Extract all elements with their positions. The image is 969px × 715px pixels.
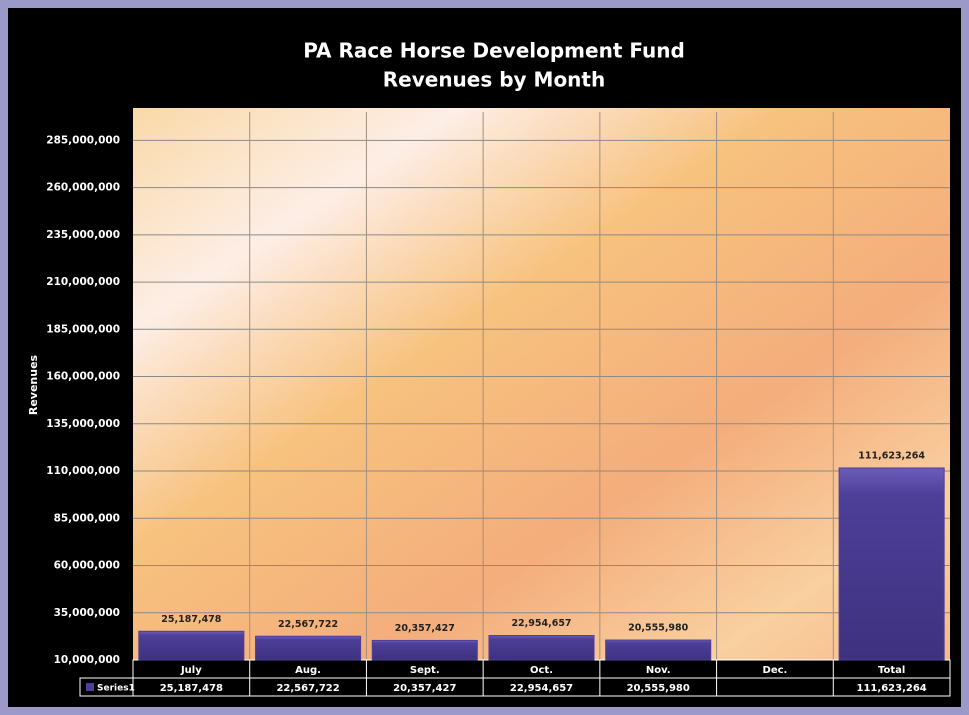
y-tick-label: 235,000,000 [46, 229, 120, 241]
table-value: 22,567,722 [276, 683, 339, 694]
data-label: 20,357,427 [395, 623, 455, 634]
x-tick-label: Total [878, 665, 905, 676]
table-value: 25,187,478 [160, 683, 223, 694]
bar [255, 635, 362, 661]
bar [488, 635, 595, 661]
y-tick-label: 260,000,000 [46, 182, 120, 194]
bar [371, 639, 478, 661]
table-value: 22,954,657 [510, 683, 573, 694]
chart-subtitle: Revenues by Month [383, 68, 605, 92]
legend-label: Series1 [97, 684, 135, 694]
data-label: 25,187,478 [161, 614, 221, 625]
x-tick-label: July [180, 665, 202, 676]
y-tick-label: 10,000,000 [54, 654, 120, 666]
bar [605, 639, 712, 661]
y-tick-label: 85,000,000 [54, 512, 120, 524]
y-tick-label: 185,000,000 [46, 323, 120, 335]
chart-title: PA Race Horse Development Fund [303, 39, 685, 63]
x-tick-label: Dec. [763, 665, 788, 676]
data-label: 20,555,980 [628, 623, 688, 634]
legend-swatch [86, 683, 94, 691]
plot-area [133, 108, 950, 660]
x-tick-label: Nov. [646, 665, 671, 676]
y-tick-label: 35,000,000 [54, 607, 120, 619]
x-tick-label: Aug. [295, 665, 321, 676]
bar [838, 467, 945, 661]
data-label: 111,623,264 [858, 450, 925, 461]
table-value: 20,357,427 [393, 683, 456, 694]
x-tick-label: Oct. [530, 665, 553, 676]
data-label: 22,954,657 [511, 618, 571, 629]
bar [138, 630, 245, 661]
y-tick-label: 135,000,000 [46, 418, 120, 430]
data-label: 22,567,722 [278, 619, 338, 630]
y-tick-label: 60,000,000 [54, 560, 120, 572]
x-tick-label: Sept. [410, 665, 440, 676]
table-value: 20,555,980 [627, 683, 690, 694]
y-tick-label: 110,000,000 [46, 465, 120, 477]
y-tick-label: 210,000,000 [46, 276, 120, 288]
y-tick-label: 285,000,000 [46, 134, 120, 146]
table-value: 111,623,264 [857, 683, 927, 694]
y-axis-label: Revenues [27, 354, 40, 415]
y-tick-label: 160,000,000 [46, 371, 120, 383]
